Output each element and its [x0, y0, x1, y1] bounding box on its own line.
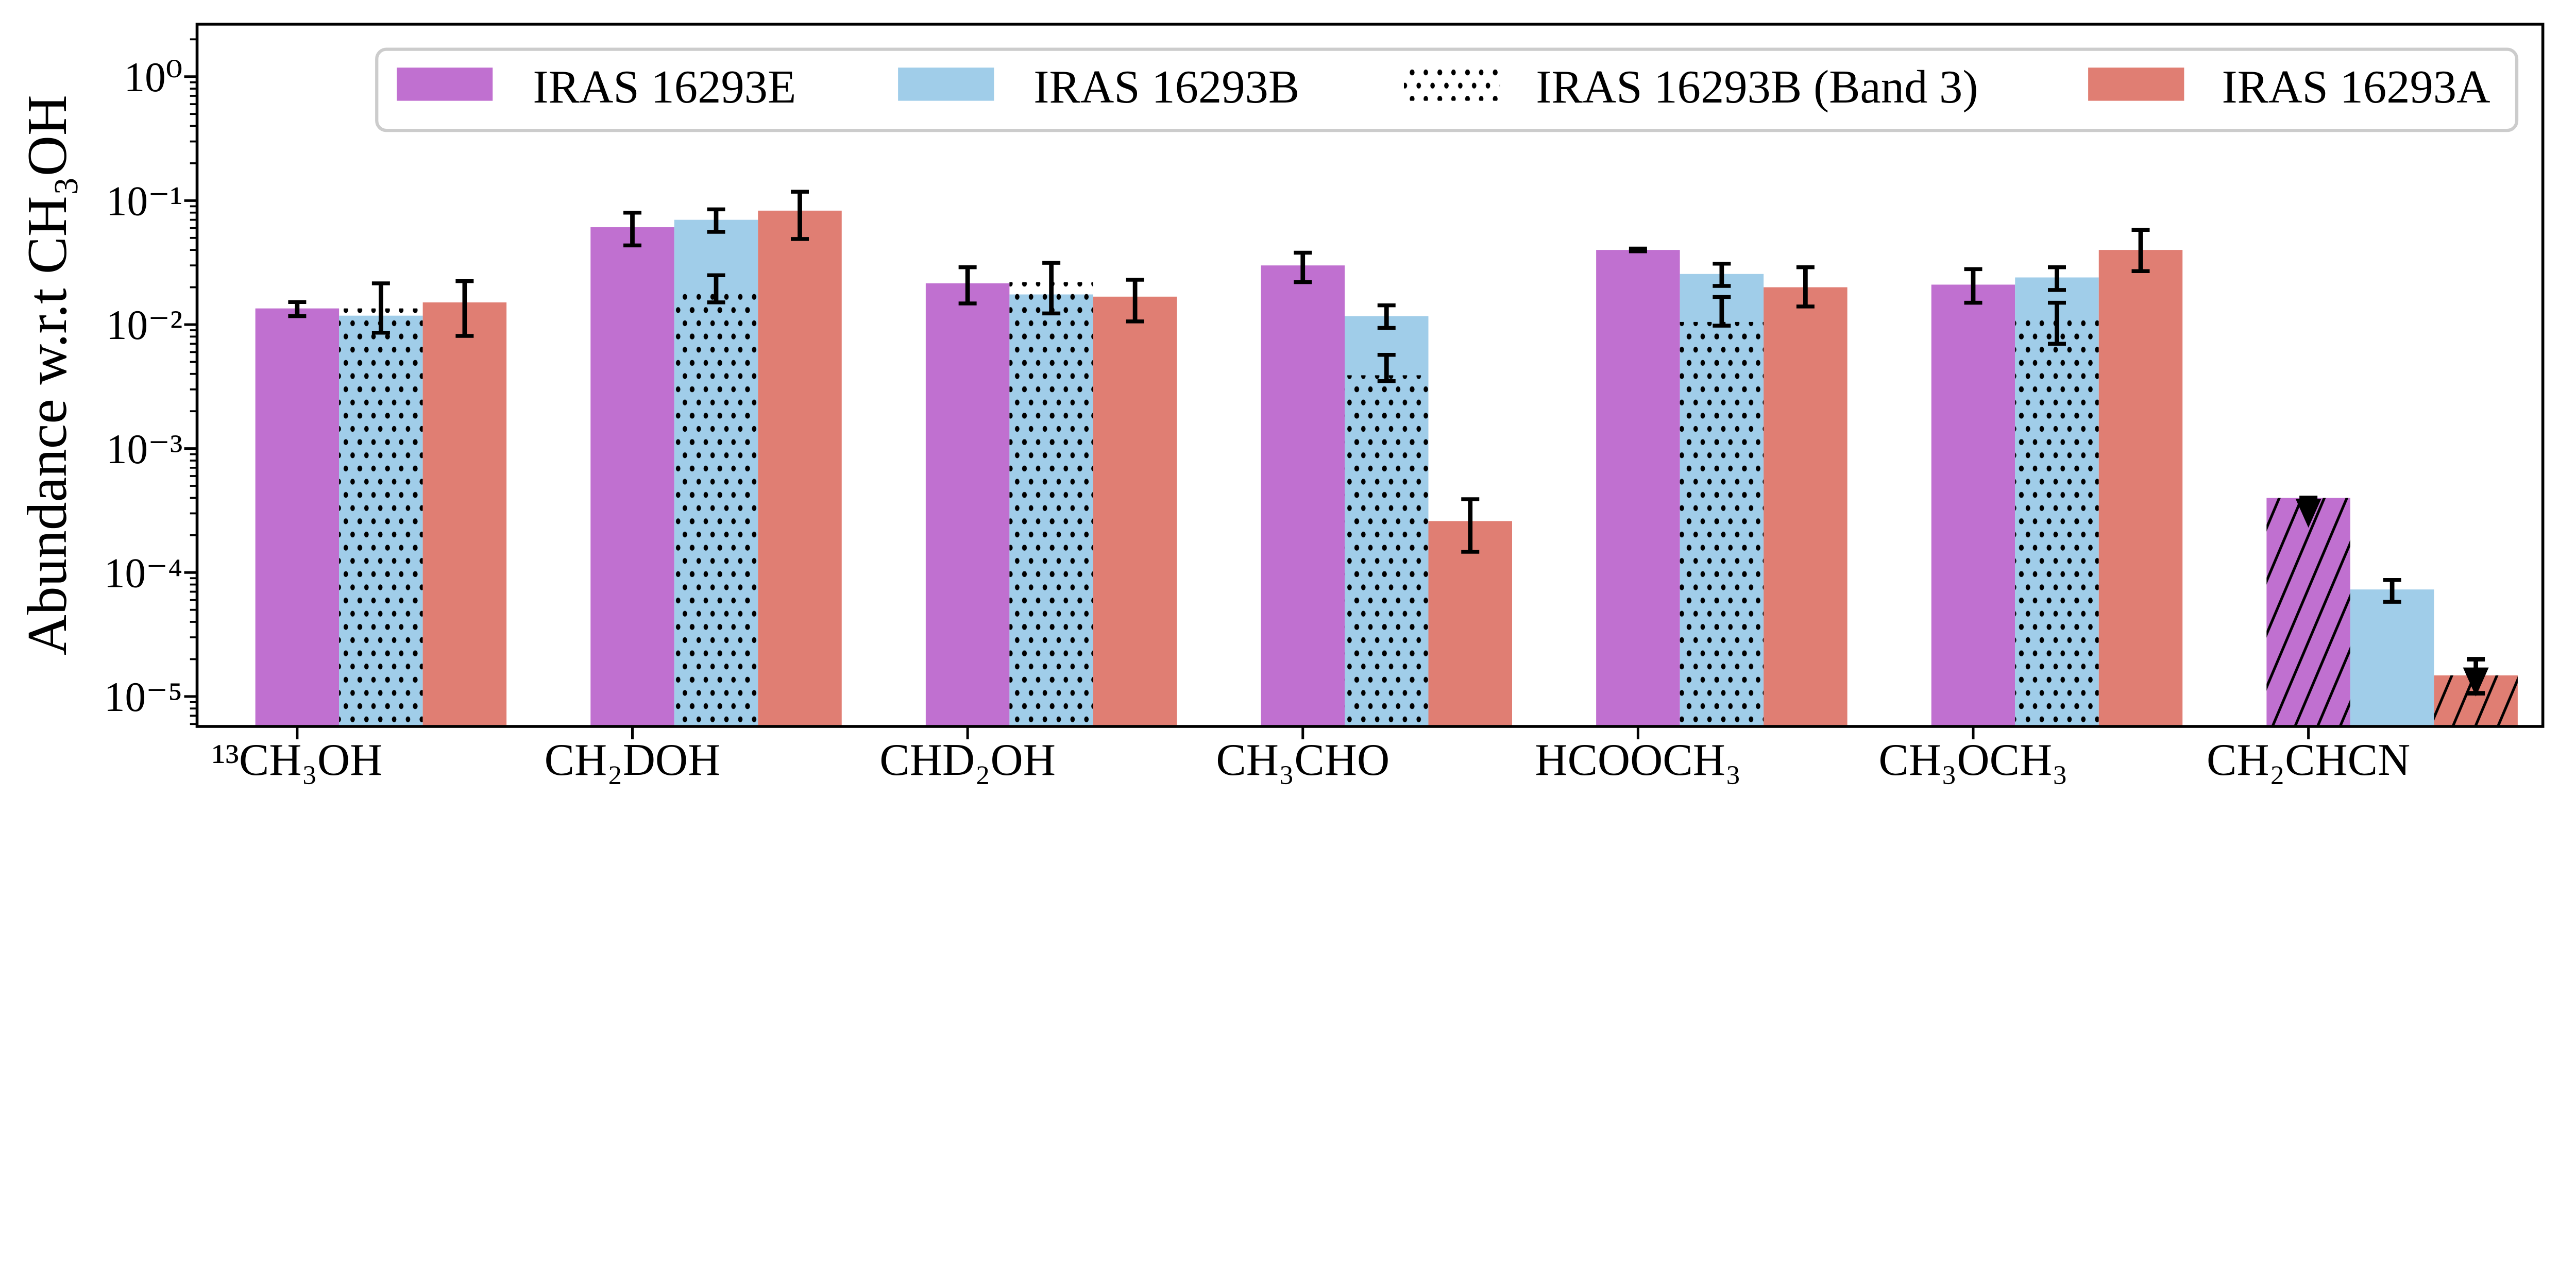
- bar-band3: [1680, 321, 1764, 726]
- bar-band3: [2015, 319, 2099, 726]
- bar-iras-16293e: [590, 227, 674, 726]
- bar-upper-limit-hatch: [2266, 498, 2350, 726]
- y-axis-title: Abundance w.r.t CH₃OH: [16, 95, 78, 655]
- bars-layer: [255, 210, 2518, 726]
- y-tick-label: 10⁻⁴: [104, 550, 182, 596]
- y-tick-label: 10⁻⁵: [104, 674, 182, 720]
- bar-band3: [674, 293, 758, 726]
- legend-swatch-0: [397, 67, 493, 101]
- abundance-bar-chart: 10⁰ 10⁻¹ 10⁻² 10⁻³ 10⁻⁴ 10⁻⁵ ¹³CH₃OH CH₂DOH CHD₂…: [16, 23, 2545, 785]
- bar-iras-16293e: [1931, 284, 2015, 726]
- x-tick-label: CH₂CHCN: [2207, 735, 2410, 785]
- upper-limit-arrow: [2463, 667, 2489, 697]
- x-tick-label: HCOOCH₃: [1535, 735, 1741, 785]
- bar-iras-16293e: [255, 308, 340, 726]
- legend-swatch-1: [898, 67, 994, 101]
- y-tick-label: 10⁻³: [106, 426, 183, 472]
- bar-band3: [1009, 282, 1093, 726]
- legend-label: IRAS 16293E: [533, 61, 796, 113]
- legend-label: IRAS 16293B (Band 3): [1536, 61, 1978, 113]
- bar-iras-16293a: [758, 210, 842, 726]
- bar-iras-16293a: [1764, 287, 1848, 726]
- y-tick-label: 10⁰: [124, 54, 183, 100]
- bar-iras-16293b: [2350, 589, 2434, 726]
- bar-iras-16293e: [1596, 250, 1680, 726]
- upper-limit-arrow: [2295, 498, 2321, 528]
- bar-band3: [1345, 375, 1429, 726]
- bar-iras-16293e: [925, 283, 1010, 726]
- errorbars-layer: [288, 190, 2489, 697]
- axes-layer: 10⁰ 10⁻¹ 10⁻² 10⁻³ 10⁻⁴ 10⁻⁵ ¹³CH₃OH CH₂DOH CHD₂…: [104, 23, 2545, 785]
- legend-label: IRAS 16293B: [1033, 61, 1299, 113]
- x-tick-label: CH₂DOH: [545, 735, 721, 785]
- legend-swatch-3: [2088, 67, 2184, 101]
- x-tick-label: CH₃OCH₃: [1878, 735, 2067, 785]
- bar-iras-16293a: [422, 302, 507, 726]
- y-tick-label: 10⁻²: [106, 302, 183, 348]
- bar-iras-16293e: [1261, 265, 1345, 726]
- legend-swatch-2: [1404, 67, 1500, 101]
- x-tick-label: CHD₂OH: [879, 735, 1056, 785]
- bar-iras-16293a: [1093, 296, 1177, 726]
- legend-label: IRAS 16293A: [2222, 61, 2490, 113]
- legend: IRAS 16293E IRAS 16293B IRAS 16293B (Band …: [375, 47, 2519, 132]
- x-tick-label: ¹³CH₃OH: [212, 735, 382, 785]
- plot-frame: [195, 23, 2545, 728]
- y-tick-label: 10⁻¹: [106, 178, 183, 225]
- bar-iras-16293a: [1428, 521, 1512, 726]
- bar-iras-16293a: [2098, 250, 2183, 726]
- bar-band3: [339, 308, 423, 726]
- x-tick-label: CH₃CHO: [1216, 735, 1389, 785]
